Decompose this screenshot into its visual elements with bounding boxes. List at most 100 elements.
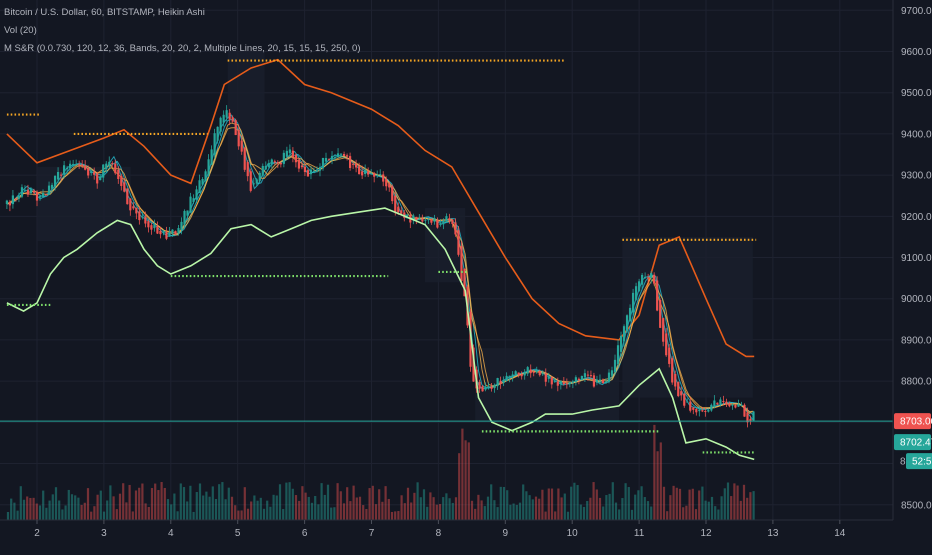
time-tick-label: 8	[436, 528, 442, 539]
grid	[0, 0, 893, 520]
volume-bar	[67, 489, 70, 520]
candle-body	[529, 369, 532, 374]
candle-body	[752, 411, 755, 421]
candle-body	[225, 110, 228, 118]
volume-bar	[362, 505, 365, 520]
candle-body	[388, 183, 391, 188]
volume-bar	[390, 511, 394, 520]
candle-body	[249, 171, 252, 191]
volume-bar	[502, 486, 506, 520]
volume-bar	[166, 499, 170, 520]
volume-bar	[483, 506, 486, 520]
candle-body	[330, 155, 334, 160]
candle-body	[376, 174, 379, 176]
candle-body	[601, 379, 605, 384]
volume-bar	[333, 507, 336, 520]
volume-bar	[22, 499, 26, 520]
candle-body	[180, 221, 183, 230]
indicator-legend[interactable]: M S&R (0.0.730, 120, 12, 36, Bands, 20, …	[4, 43, 361, 54]
volume-bar	[349, 501, 352, 520]
volume-bar	[128, 484, 131, 520]
candle-body	[318, 167, 322, 171]
volume-bar	[442, 497, 445, 520]
volume-bar	[749, 492, 752, 520]
candle-body	[523, 372, 526, 376]
volume-bar	[554, 511, 557, 520]
time-tick-label: 12	[700, 528, 712, 539]
candle-body	[312, 170, 316, 172]
volume-bar	[118, 493, 122, 520]
candle-body	[496, 378, 499, 387]
candle-body	[634, 286, 638, 300]
volume-bar	[621, 498, 624, 520]
candle-body	[725, 401, 728, 405]
volume-bar	[659, 442, 662, 520]
candle-body	[153, 225, 156, 229]
volume-bar	[534, 496, 538, 520]
candle-body	[288, 149, 291, 153]
volume-bar	[266, 500, 269, 520]
candle-body	[171, 229, 174, 234]
volume-bar	[86, 488, 90, 520]
candle-body	[505, 375, 508, 381]
candle-body	[99, 176, 102, 181]
candle-body	[421, 218, 424, 222]
volume-bar	[218, 484, 221, 520]
volume-bar	[710, 496, 714, 520]
volume-bar	[285, 482, 288, 520]
volume-bar	[752, 491, 755, 520]
candle-body	[120, 175, 123, 186]
volume-bar	[253, 495, 256, 520]
candle-body	[520, 374, 523, 377]
volume-bar	[211, 486, 214, 520]
candle-body	[689, 401, 692, 411]
candle-body	[707, 409, 710, 412]
volume-bar	[314, 496, 317, 520]
price-tick-label: 9500.00	[901, 88, 932, 99]
volume-legend[interactable]: Vol (20)	[4, 25, 37, 36]
volume-bar	[144, 503, 147, 520]
price-tick-label: 9100.00	[901, 253, 932, 264]
candle-body	[240, 140, 243, 152]
sr-levels	[6, 59, 757, 454]
volume-bar	[147, 506, 150, 520]
current-price-tag-bg	[894, 434, 931, 451]
volume-bar	[698, 490, 701, 520]
candle-body	[749, 418, 752, 422]
shaded-zone	[622, 236, 753, 398]
candle-body	[737, 404, 740, 407]
candle-body	[56, 172, 60, 180]
volume-bar	[301, 486, 304, 520]
candle-body	[418, 218, 421, 220]
candle-body	[644, 276, 647, 279]
candle-body	[746, 412, 749, 423]
volume-bar	[454, 497, 458, 520]
volume-bar	[458, 453, 461, 520]
volume-bar	[720, 496, 723, 520]
volume-bar	[707, 501, 710, 520]
chart-title[interactable]: Bitcoin / U.S. Dollar, 60, BITSTAMP, Hei…	[4, 7, 205, 18]
candle-body	[586, 374, 590, 376]
volume-bar	[544, 511, 547, 520]
volume-bar	[435, 504, 438, 520]
price-tick-label: 9400.00	[901, 129, 932, 140]
volume-bar	[480, 500, 483, 520]
candle-body	[321, 157, 325, 169]
candle-body	[32, 190, 36, 193]
volume-bar	[38, 505, 42, 520]
volume-bar	[358, 496, 362, 520]
volume-bar	[58, 500, 61, 520]
candle-body	[502, 379, 505, 383]
volume-bar	[525, 491, 528, 520]
candle-body	[713, 400, 716, 407]
volume-bar	[125, 502, 128, 520]
candle-body	[168, 232, 171, 237]
volume-bar	[496, 507, 499, 520]
candle-body	[306, 170, 310, 177]
candle-body	[650, 273, 653, 278]
volume-bar	[339, 491, 342, 520]
volume-bar	[403, 503, 406, 520]
volume-bar	[141, 483, 144, 520]
volume-bar	[410, 502, 413, 520]
